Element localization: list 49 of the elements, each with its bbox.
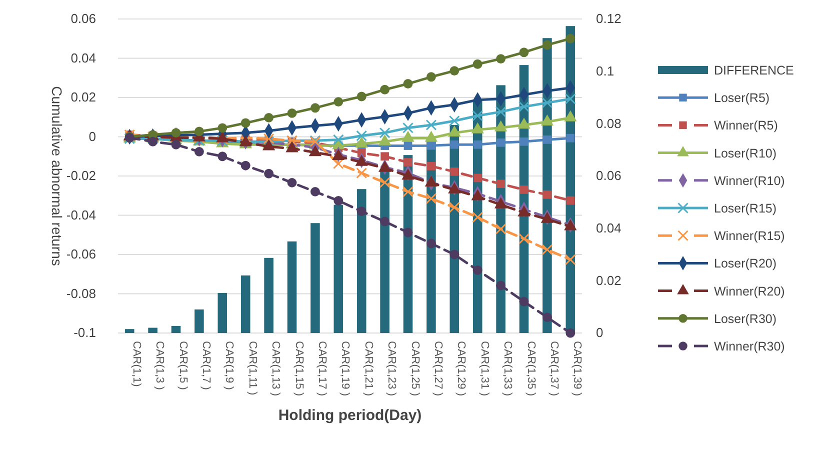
x-tick-label: CAR(1,3 ) <box>154 341 166 390</box>
x-tick-label: CAR(1,33 ) <box>502 341 514 396</box>
y2-tick-label: 0 <box>596 325 604 340</box>
x-tick-label: CAR(1,7 ) <box>200 341 212 390</box>
legend-label: Loser(R15) <box>714 202 777 216</box>
legend-label: Loser(R5) <box>714 91 770 106</box>
x-tick-label: CAR(1,13 ) <box>270 341 282 396</box>
legend-label: Winner(R15) <box>714 229 785 244</box>
x-tick-label: CAR(1,11 ) <box>246 341 258 396</box>
legend-label: Winner(R30) <box>714 340 785 354</box>
x-tick-label: CAR(1,37 ) <box>548 341 560 396</box>
legend-label: Loser(R10) <box>714 146 777 160</box>
y2-tick-label: 0.04 <box>596 220 622 236</box>
y-tick-label: -0.1 <box>74 325 96 340</box>
y2-tick-label: 0.1 <box>596 63 614 78</box>
y2-tick-label: 0.02 <box>596 272 622 288</box>
x-tick-label: CAR(1,25 ) <box>408 341 421 396</box>
legend-label: Winner(R20) <box>714 284 785 298</box>
x-tick-label: CAR(1,35 ) <box>524 341 537 396</box>
x-tick-label: CAR(1,21 ) <box>362 341 374 396</box>
legend-label: Loser(R20) <box>714 256 777 271</box>
y-tick-label: -0.06 <box>66 246 96 262</box>
x-axis-title: Holding period(Day) <box>278 407 422 424</box>
y2-tick-label: 0.12 <box>596 11 622 26</box>
y-tick-label: -0.08 <box>66 286 96 301</box>
y-tick-label: -0.02 <box>66 168 96 184</box>
x-tick-label: CAR(1,15 ) <box>292 341 305 396</box>
y-tick-label: 0.02 <box>70 90 96 105</box>
x-tick-label: CAR(1,17 ) <box>316 341 328 396</box>
legend-label: Loser(R30) <box>714 312 777 326</box>
y-tick-label: 0.06 <box>70 11 96 26</box>
y-tick-label: 0.04 <box>70 50 96 66</box>
legend-label: DIFFERENCE <box>714 64 794 78</box>
x-tick-label: CAR(1,39 ) <box>571 341 584 396</box>
x-tick-label: CAR(1,31 ) <box>478 341 490 396</box>
x-tick-label: CAR(1,19 ) <box>339 341 352 396</box>
legend-label: Winner(R5) <box>714 118 778 133</box>
x-tick-label: CAR(1,23 ) <box>386 341 398 396</box>
x-tick-label: CAR(1,5 ) <box>176 341 189 390</box>
legend-label: Winner(R10) <box>714 174 785 188</box>
y2-tick-label: 0.06 <box>596 168 622 184</box>
x-tick-label: CAR(1,29 ) <box>455 341 468 396</box>
y2-tick-label: 0.08 <box>596 116 622 131</box>
x-tick-label: CAR(1,1) <box>130 341 142 387</box>
x-tick-label: CAR(1,27 ) <box>432 341 444 396</box>
x-tick-label: CAR(1,9 ) <box>223 341 236 390</box>
y-tick-label: -0.04 <box>66 207 96 222</box>
y-axis-title: Cumulative abnormal returns <box>49 86 65 266</box>
y-tick-label: 0 <box>88 128 96 144</box>
